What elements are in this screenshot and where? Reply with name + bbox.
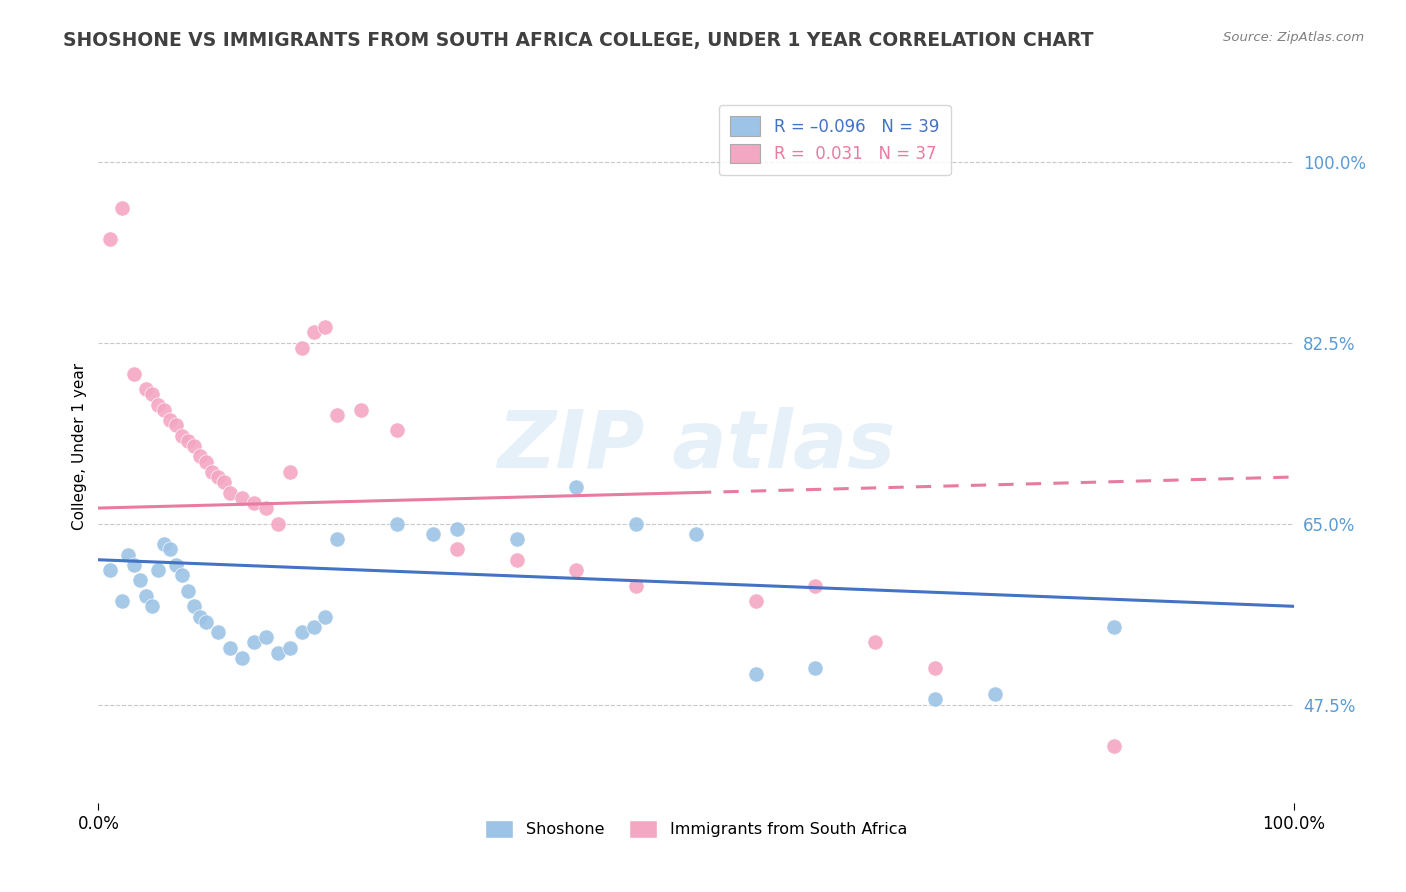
Point <box>141 599 163 614</box>
Point <box>188 609 211 624</box>
Text: ZIP atlas: ZIP atlas <box>496 407 896 485</box>
Point <box>117 548 139 562</box>
Point <box>804 661 827 675</box>
Point <box>148 563 170 577</box>
Point <box>1104 739 1126 753</box>
Point <box>804 579 827 593</box>
Legend: Shoshone, Immigrants from South Africa: Shoshone, Immigrants from South Africa <box>478 814 914 845</box>
Point <box>98 232 122 246</box>
Point <box>207 625 229 640</box>
Point <box>219 485 242 500</box>
Point <box>177 583 200 598</box>
Point <box>446 542 468 557</box>
Point <box>212 475 235 490</box>
Point <box>159 413 181 427</box>
Point <box>135 382 157 396</box>
Point <box>111 594 134 608</box>
Point <box>219 640 242 655</box>
Point <box>141 387 163 401</box>
Point <box>124 558 146 572</box>
Point <box>195 454 218 468</box>
Point <box>207 470 229 484</box>
Point <box>291 625 314 640</box>
Point <box>254 630 277 644</box>
Point <box>148 398 170 412</box>
Point <box>315 609 337 624</box>
Point <box>195 615 218 629</box>
Point <box>315 320 337 334</box>
Point <box>865 635 887 649</box>
Point <box>302 620 325 634</box>
Point <box>626 579 648 593</box>
Point <box>172 428 194 442</box>
Point <box>98 563 122 577</box>
Point <box>385 516 409 531</box>
Point <box>278 465 301 479</box>
Point <box>326 532 349 546</box>
Point <box>745 666 768 681</box>
Point <box>565 563 588 577</box>
Y-axis label: College, Under 1 year: College, Under 1 year <box>72 362 87 530</box>
Point <box>565 480 588 494</box>
Point <box>231 651 253 665</box>
Point <box>267 516 290 531</box>
Point <box>745 594 768 608</box>
Point <box>626 516 648 531</box>
Point <box>201 465 224 479</box>
Point <box>506 532 529 546</box>
Point <box>177 434 200 448</box>
Point <box>267 646 290 660</box>
Point <box>291 341 314 355</box>
Point <box>231 491 253 505</box>
Point <box>302 325 325 339</box>
Point <box>135 589 157 603</box>
Point <box>446 522 468 536</box>
Point <box>153 402 176 417</box>
Point <box>243 635 266 649</box>
Text: SHOSHONE VS IMMIGRANTS FROM SOUTH AFRICA COLLEGE, UNDER 1 YEAR CORRELATION CHART: SHOSHONE VS IMMIGRANTS FROM SOUTH AFRICA… <box>63 31 1094 50</box>
Point <box>129 574 152 588</box>
Point <box>385 424 409 438</box>
Point <box>278 640 301 655</box>
Point <box>188 450 211 464</box>
Point <box>183 599 205 614</box>
Point <box>172 568 194 582</box>
Point <box>924 692 946 706</box>
Point <box>506 553 529 567</box>
Point <box>159 542 181 557</box>
Point <box>254 501 277 516</box>
Point <box>243 496 266 510</box>
Point <box>350 402 373 417</box>
Point <box>124 367 146 381</box>
Point <box>183 439 205 453</box>
Point <box>165 558 187 572</box>
Point <box>165 418 187 433</box>
Point <box>153 537 176 551</box>
Point <box>111 201 134 215</box>
Point <box>1104 620 1126 634</box>
Point <box>984 687 1007 701</box>
Point <box>685 527 707 541</box>
Point <box>422 527 444 541</box>
Point <box>326 408 349 422</box>
Text: Source: ZipAtlas.com: Source: ZipAtlas.com <box>1223 31 1364 45</box>
Point <box>924 661 946 675</box>
